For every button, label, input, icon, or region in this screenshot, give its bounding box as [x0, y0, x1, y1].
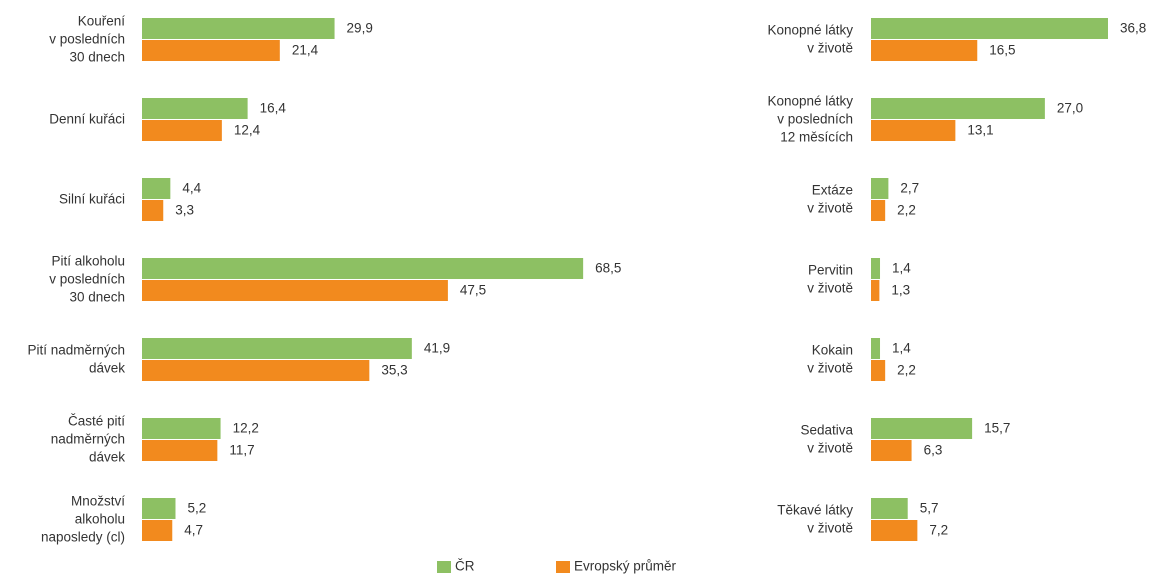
value-label: 4,4: [182, 181, 201, 196]
category-label: v životě: [807, 41, 853, 56]
value-label: 5,7: [920, 501, 939, 516]
category-label: dávek: [89, 361, 125, 376]
value-label: 27,0: [1057, 101, 1083, 116]
value-label: 15,7: [984, 421, 1010, 436]
category-label: Extáze: [812, 183, 853, 198]
bar: [871, 98, 1045, 119]
category-label: Množství: [71, 494, 125, 509]
category-label: Konopné látky: [767, 23, 853, 38]
legend-label: Evropský průměr: [574, 559, 677, 574]
bar: [142, 360, 370, 381]
value-label: 7,2: [929, 523, 948, 538]
bar: [142, 120, 222, 141]
category-label: naposledy (cl): [41, 530, 125, 545]
bar: [142, 418, 221, 439]
bar: [871, 178, 889, 199]
legend-swatch: [556, 561, 570, 573]
category-label: Silní kuřáci: [59, 192, 125, 207]
value-label: 16,4: [260, 101, 287, 116]
category-label: Kokain: [812, 343, 853, 358]
category-label: Těkavé látky: [777, 503, 853, 518]
bar: [871, 18, 1108, 39]
value-label: 16,5: [989, 43, 1015, 58]
value-label: 4,7: [184, 523, 203, 538]
value-label: 12,4: [234, 123, 261, 138]
value-label: 11,7: [229, 443, 254, 458]
value-label: 36,8: [1120, 21, 1146, 36]
category-label: v životě: [807, 361, 853, 376]
value-label: 2,7: [900, 181, 919, 196]
value-label: 6,3: [924, 443, 943, 458]
category-label: Časté pití: [68, 414, 125, 429]
bar: [142, 338, 412, 359]
value-label: 29,9: [347, 21, 373, 36]
value-label: 1,4: [892, 341, 911, 356]
value-label: 1,4: [892, 261, 911, 276]
bar: [142, 98, 248, 119]
value-label: 2,2: [897, 363, 916, 378]
category-label: nadměrných: [51, 432, 125, 447]
category-label: Pití nadměrných: [27, 343, 125, 358]
bar: [142, 280, 448, 301]
value-label: 68,5: [595, 261, 621, 276]
bar: [142, 498, 176, 519]
bar: [871, 338, 881, 359]
bar: [142, 18, 335, 39]
bar: [871, 440, 912, 461]
category-label: Kouření: [78, 14, 126, 29]
bar: [142, 520, 173, 541]
bar: [142, 200, 164, 221]
category-label: v životě: [807, 201, 853, 216]
category-label: Konopné látky: [767, 94, 853, 109]
value-label: 13,1: [967, 123, 993, 138]
category-label: dávek: [89, 450, 125, 465]
value-label: 35,3: [381, 363, 407, 378]
category-label: v životě: [807, 441, 853, 456]
category-label: 30 dnech: [69, 50, 125, 65]
bar: [871, 40, 978, 61]
category-label: alkoholu: [75, 512, 125, 527]
bar: [871, 360, 886, 381]
value-label: 5,2: [187, 501, 206, 516]
bar: [142, 40, 280, 61]
legend-label: ČR: [455, 559, 475, 574]
bar: [142, 258, 584, 279]
bar: [871, 200, 886, 221]
category-label: Denní kuřáci: [49, 112, 125, 127]
bar: [871, 258, 881, 279]
bar: [871, 120, 956, 141]
bar: [871, 280, 880, 301]
category-label: Sedativa: [800, 423, 853, 438]
category-label: v posledních: [49, 32, 125, 47]
bar: [871, 498, 908, 519]
bar: [142, 178, 171, 199]
category-label: v posledních: [49, 272, 125, 287]
category-label: v posledních: [777, 112, 853, 127]
category-label: 30 dnech: [69, 290, 125, 305]
value-label: 47,5: [460, 283, 486, 298]
value-label: 2,2: [897, 203, 916, 218]
bar: [871, 418, 973, 439]
category-label: v životě: [807, 521, 853, 536]
category-label: 12 měsících: [780, 130, 853, 145]
value-label: 21,4: [292, 43, 319, 58]
legend-swatch: [437, 561, 451, 573]
category-label: v životě: [807, 281, 853, 296]
value-label: 1,3: [891, 283, 910, 298]
category-label: Pití alkoholu: [51, 254, 125, 269]
value-label: 41,9: [424, 341, 450, 356]
category-label: Pervitin: [808, 263, 853, 278]
bar: [871, 520, 918, 541]
value-label: 3,3: [175, 203, 194, 218]
value-label: 12,2: [233, 421, 259, 436]
bar: [142, 440, 218, 461]
